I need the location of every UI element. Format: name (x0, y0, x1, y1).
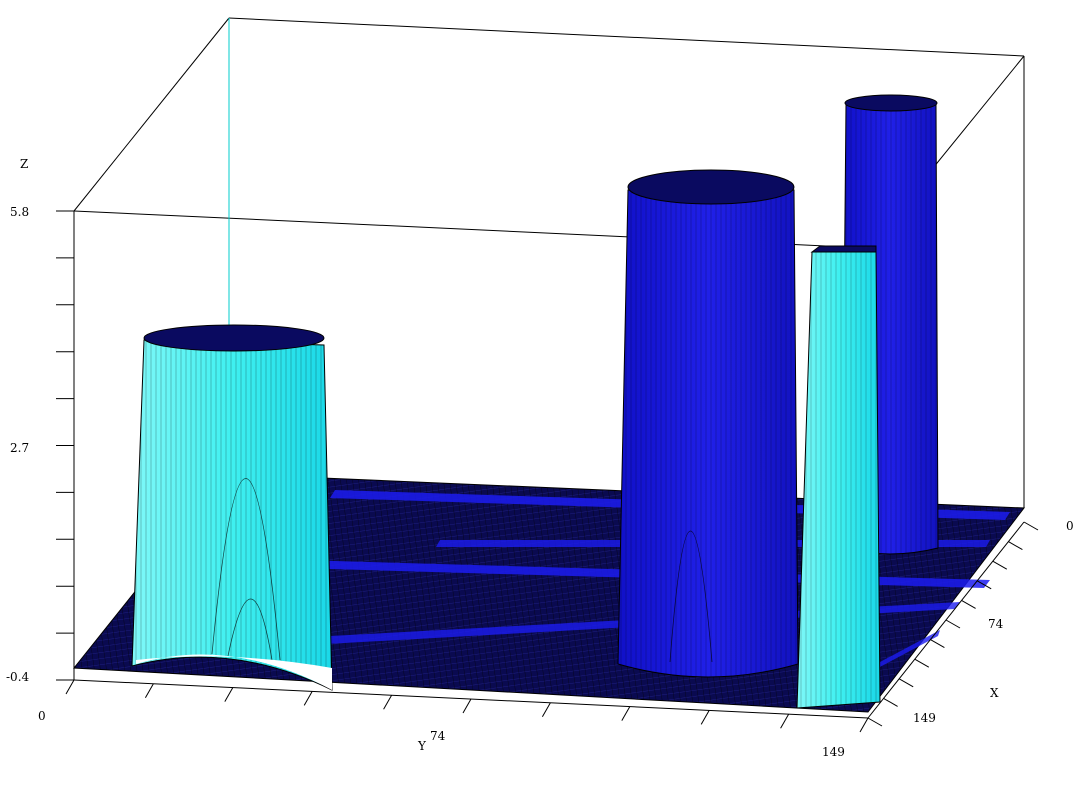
x-tick-4 (961, 599, 976, 609)
x-tick-2 (992, 560, 1008, 570)
cyan-wall-front-top (810, 245, 877, 253)
blue-cylinder-front-top (627, 169, 795, 205)
y-tick-5 (462, 698, 472, 714)
back-box (73, 17, 1025, 508)
x-tick-7 (914, 658, 930, 668)
y-tick-0 (65, 679, 75, 695)
y-tick-9 (780, 713, 790, 729)
z-axis-label: Z (20, 157, 28, 171)
y-tick-marks (65, 679, 869, 733)
y-tick-label-end: 149 (822, 745, 845, 759)
cyan-cylinder-left (131, 324, 333, 691)
y-tick-7 (621, 706, 631, 721)
blue-cylinder-back-top (844, 94, 938, 112)
y-tick-4 (383, 694, 393, 710)
box-back-left-top-edge (73, 17, 230, 212)
x-tick-label-end: 149 (913, 711, 936, 725)
cyan-cylinder-left-contour-1 (211, 478, 281, 661)
x-axis-label: X (990, 686, 999, 700)
x-tick-10 (867, 717, 883, 727)
cyan-cylinder-left-contour-2 (227, 598, 273, 661)
x-tick-marks (867, 521, 1039, 727)
x-tick-5 (945, 619, 961, 629)
cyan-cylinder-left-top (143, 324, 325, 352)
y-tick-label-mid: 74 (430, 729, 446, 743)
blue-cylinder-front-contour (669, 530, 713, 663)
y-tick-6 (541, 702, 551, 718)
z-tick-label-mid: 2.7 (10, 441, 29, 455)
y-tick-1 (144, 683, 154, 699)
y-tick-3 (303, 691, 313, 706)
x-axis: 0 74 149 X (867, 519, 1074, 727)
cyan-cylinder-left-base-gap (136, 654, 332, 690)
z-tick-label-bottom: -0.4 (6, 670, 30, 684)
x-tick-0 (1023, 521, 1039, 531)
y-tick-label-start: 0 (38, 709, 46, 723)
blue-cylinder-front (617, 169, 799, 678)
x-tick-8 (898, 678, 914, 688)
z-tick-marks (56, 210, 74, 681)
x-tick-label-start: 0 (1066, 519, 1074, 533)
floor-stripe-5 (878, 630, 940, 668)
x-tick-9 (883, 697, 898, 707)
y-tick-10 (859, 717, 869, 733)
y-tick-2 (224, 687, 234, 702)
y-tick-8 (700, 710, 710, 725)
cyan-wall-front (796, 245, 881, 709)
y-axis-label: Y (417, 739, 427, 753)
x-tick-3 (976, 580, 992, 590)
x-tick-6 (930, 639, 945, 649)
x-tick-1 (1008, 541, 1023, 551)
y-axis: 0 74 149 Y (38, 679, 869, 759)
z-axis: Z 5.8 2.7 -0.4 (6, 157, 74, 684)
x-tick-label-mid: 74 (988, 617, 1004, 631)
box-back-top-edge (228, 17, 1025, 57)
z-tick-label-top: 5.8 (10, 205, 29, 219)
